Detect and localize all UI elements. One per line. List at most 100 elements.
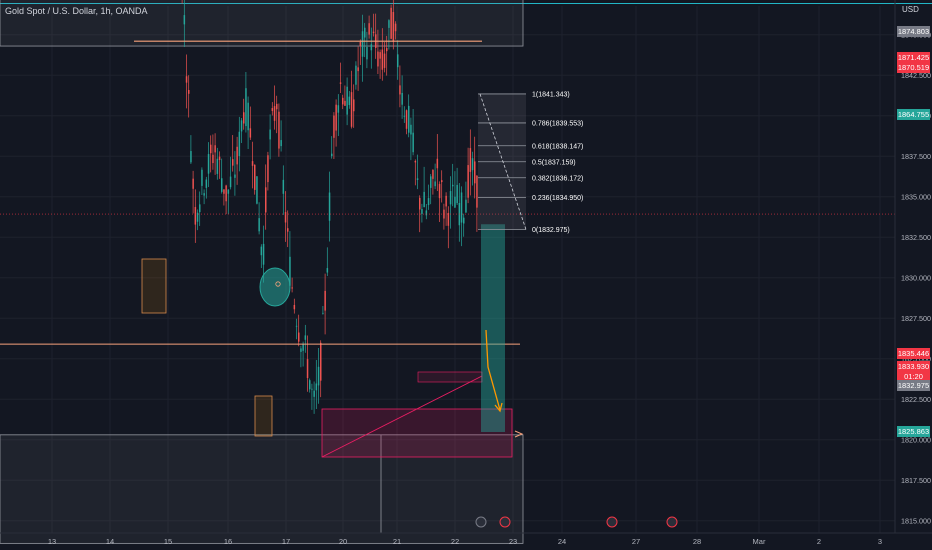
x-tick-label: 17 [282, 537, 290, 546]
x-tick-label: 16 [224, 537, 232, 546]
candle-body [419, 197, 421, 210]
candle-body [346, 86, 348, 115]
flag-icon [666, 516, 678, 528]
candle-body [190, 151, 192, 163]
highlight-point [275, 281, 281, 287]
zones [0, 0, 524, 544]
time-axis: 13 14 15 16 17 20 21 22 23 24 27 28 Mar 2 3 [0, 532, 932, 546]
price-tag: 1825.863 [897, 426, 930, 437]
candle-body [342, 97, 344, 105]
candle-body [247, 102, 249, 131]
candle-body [293, 305, 296, 310]
candle-body [359, 41, 362, 47]
candle-body [454, 196, 456, 208]
x-tick-label: 13 [48, 537, 56, 546]
price-tag: 1871.425 [897, 52, 930, 63]
fib-label-0: 0(1832.975) [532, 227, 570, 234]
currency-label: USD [902, 5, 919, 14]
candle-body [326, 268, 329, 273]
price-tag: 1864.755 [897, 109, 930, 120]
candle-body [207, 154, 210, 174]
candle-body [405, 110, 408, 129]
candle-body [476, 175, 478, 208]
x-tick-label: 2 [817, 537, 821, 546]
candle-body [394, 23, 397, 32]
flash-icon [475, 516, 487, 528]
price-axis: 1875.4351872.5001870.0001867.5001865.000… [894, 0, 931, 533]
candle-body [227, 189, 230, 194]
y-tick-label: 1815.000 [901, 516, 931, 525]
candle-body [254, 164, 256, 190]
fib-label-0.618: 0.618(1838.147) [532, 143, 583, 150]
candle-body [232, 159, 234, 166]
price-tag: 1832.975 [897, 380, 930, 391]
order-block-1 [141, 258, 167, 314]
candle-body [436, 158, 439, 169]
candle-body [234, 174, 236, 178]
zone-2 [0, 0, 524, 47]
candle-body [185, 76, 188, 83]
y-tick-label: 1830.000 [901, 273, 931, 282]
projection-arrow [485, 329, 501, 411]
candle-body [282, 179, 285, 194]
candle-body [306, 359, 309, 379]
candle-body [236, 146, 238, 165]
flag-icon [606, 516, 618, 528]
candle-body [210, 144, 212, 154]
candle-body [449, 191, 452, 205]
candle-body [392, 12, 395, 42]
candle-body [313, 390, 315, 397]
candle-body [401, 92, 403, 105]
candle-body [221, 178, 223, 192]
candle-body [337, 105, 340, 113]
demand-zone [321, 408, 513, 458]
candle-body [311, 388, 313, 390]
candle-body [269, 129, 271, 140]
order-block-2 [254, 395, 273, 437]
drawings [0, 40, 895, 458]
x-tick-label: 14 [106, 537, 114, 546]
candle-body [350, 92, 353, 127]
candle-body [388, 20, 390, 28]
x-tick-label: 23 [509, 537, 517, 546]
candle-body [460, 192, 463, 223]
projection-arrowhead [494, 402, 503, 413]
candles [181, 0, 478, 414]
y-tick-label: 1842.500 [901, 71, 931, 80]
y-tick-label: 1817.500 [901, 476, 931, 485]
candle-body [364, 27, 366, 38]
candle-body [423, 191, 425, 208]
candle-body [229, 176, 232, 188]
position-target-box [481, 224, 505, 432]
y-tick-label: 1832.500 [901, 233, 931, 242]
fib-retracement: 1(1841.343) 0.786(1839.553) 0.618(1838.147… [478, 92, 583, 234]
candle-body [443, 209, 445, 219]
candle-body [273, 106, 276, 121]
candle-body [421, 209, 423, 214]
candle-body [192, 178, 194, 189]
candle-body [357, 67, 359, 72]
candle-body [361, 31, 364, 57]
candle-body [276, 103, 278, 110]
candle-body [353, 99, 355, 112]
candle-body [223, 189, 225, 194]
fib-label-0.786: 0.786(1839.553) [532, 121, 583, 128]
candle-body [438, 184, 441, 199]
candle-body [212, 154, 214, 164]
candle-body [355, 65, 357, 85]
candle-body [304, 335, 307, 340]
candle-body [324, 290, 326, 311]
fib-diagonal [479, 93, 527, 230]
candle-body [348, 96, 351, 106]
candle-body [320, 342, 322, 381]
candle-body [368, 23, 370, 35]
candle-body [280, 140, 282, 147]
zone-3 [0, 434, 524, 544]
candle-body [322, 312, 324, 314]
candle-body [203, 193, 205, 196]
candle-body [196, 212, 199, 222]
candle-body [256, 176, 258, 204]
candle-body [194, 207, 197, 225]
candle-body [386, 48, 388, 52]
